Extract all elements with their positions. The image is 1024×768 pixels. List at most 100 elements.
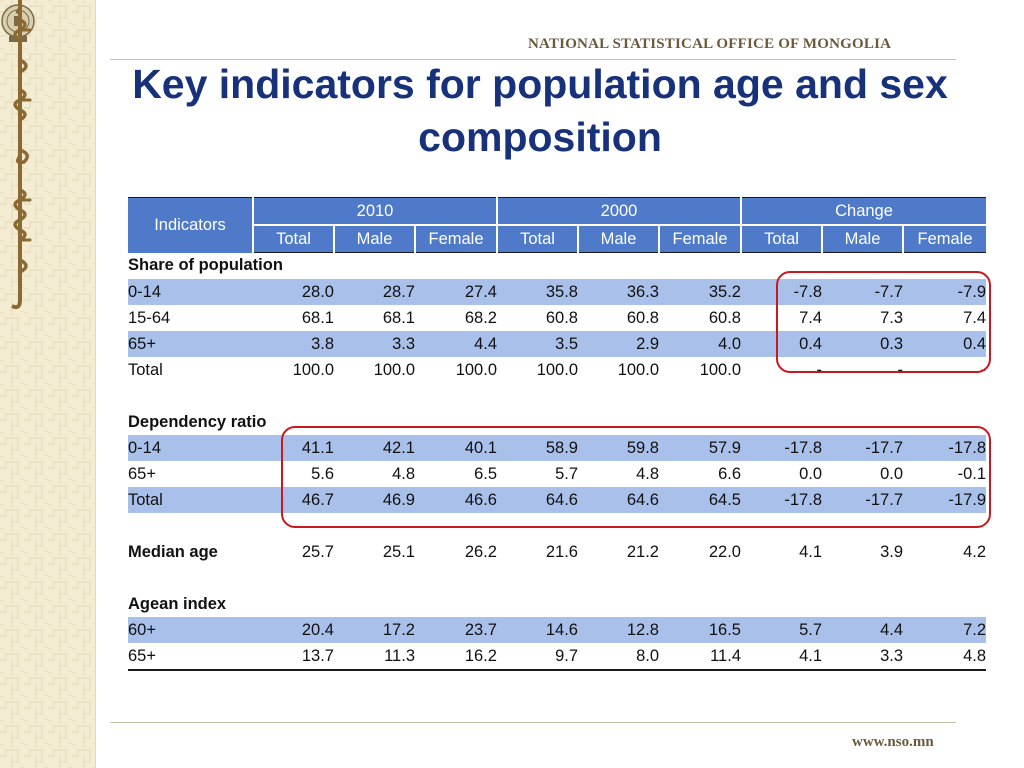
table-row: 0-14 28.0 28.7 27.4 35.8 36.3 35.2 -7.8 -7.7 -7.9 — [128, 279, 987, 305]
value-cell: 4.1 — [741, 643, 822, 671]
section-row: Median age 25.7 25.1 26.2 21.6 21.2 22.0 4.1 3.9… — [128, 539, 986, 565]
value-cell: 100.0 — [373, 360, 415, 379]
col-header: Total — [741, 224, 823, 253]
col-header: Female — [659, 224, 742, 253]
value-cell: 100.0 — [455, 360, 497, 379]
value-cell: - — [816, 360, 823, 379]
value-cell: 5.7 — [555, 464, 578, 483]
value-cell: 64.5 — [659, 487, 741, 513]
value-cell: 5.6 — [311, 464, 334, 483]
value-cell: 6.6 — [718, 464, 741, 483]
value-cell: 4.4 — [822, 617, 903, 643]
value-cell: 35.8 — [497, 279, 578, 305]
slide-title: Key indicators for population age and se… — [132, 61, 948, 160]
value-cell: 40.1 — [415, 435, 497, 461]
spacer-cell — [128, 565, 986, 591]
value-cell: -17.9 — [903, 487, 987, 513]
value-cell: 16.5 — [659, 617, 741, 643]
value-cell: 4.8 — [392, 464, 415, 483]
row-label: 60+ — [128, 617, 253, 643]
value-cell: 22.0 — [708, 542, 741, 561]
col-header: Total — [253, 224, 335, 253]
value-cell: 36.3 — [578, 279, 659, 305]
value-cell: 4.8 — [903, 643, 987, 671]
spacer-cell — [128, 383, 986, 409]
row-label: 65+ — [128, 464, 156, 483]
value-cell: 25.1 — [382, 542, 415, 561]
row-label: 0-14 — [128, 435, 253, 461]
value-cell: - — [897, 360, 904, 379]
value-cell: 25.7 — [301, 542, 334, 561]
value-cell: 64.6 — [578, 487, 659, 513]
value-cell: -17.8 — [903, 435, 987, 461]
value-cell: 26.2 — [464, 542, 497, 561]
value-cell: 35.2 — [659, 279, 741, 305]
footer-url: www.nso.mn — [852, 734, 934, 750]
row-label: Total — [128, 487, 253, 513]
table-row: Total 100.0 100.0 100.0 100.0 100.0 100.0- - - — [128, 357, 986, 383]
group-header-2010: 2010 — [253, 197, 498, 225]
value-cell: 2.9 — [578, 331, 659, 357]
section-title: Agean index — [128, 594, 227, 613]
value-cell: 46.6 — [415, 487, 497, 513]
highlight-box-change-share — [776, 271, 991, 373]
value-cell: 3.3 — [334, 331, 415, 357]
table-row: 0-14 41.1 42.1 40.1 58.9 59.8 57.9 -17.8 -17.7 -1… — [128, 435, 987, 461]
value-cell: 0.4 — [903, 331, 987, 357]
row-label: 65+ — [128, 331, 253, 357]
organization-name: NATIONAL STATISTICAL OFFICE OF MONGOLIA — [528, 36, 892, 52]
value-cell: 11.3 — [334, 643, 415, 671]
value-cell: 60.8 — [708, 308, 741, 327]
col-header: Male — [822, 224, 904, 253]
footer-rule — [110, 722, 956, 723]
value-cell: 21.6 — [545, 542, 578, 561]
value-cell: 8.0 — [578, 643, 659, 671]
header-rule — [110, 59, 956, 60]
value-cell: 23.7 — [415, 617, 497, 643]
value-cell: 46.7 — [253, 487, 334, 513]
row-label: Total — [128, 360, 163, 379]
value-cell: 68.1 — [301, 308, 334, 327]
value-cell: 64.6 — [497, 487, 578, 513]
value-cell: 7.2 — [903, 617, 987, 643]
section-title: Share of population — [128, 256, 283, 275]
value-cell: 4.8 — [636, 464, 659, 483]
row-label: 15-64 — [128, 308, 171, 327]
value-cell: -7.9 — [903, 279, 987, 305]
left-decorative-band — [0, 0, 96, 768]
value-cell: 4.1 — [799, 542, 822, 561]
section-title: Median age — [128, 542, 218, 561]
value-cell: 3.8 — [253, 331, 334, 357]
table-row: 65+ 13.7 11.3 16.2 9.7 8.0 11.4 4.1 3.3 4.8 — [128, 643, 987, 671]
value-cell: 14.6 — [497, 617, 578, 643]
value-cell: 20.4 — [253, 617, 334, 643]
value-cell: 3.3 — [822, 643, 903, 671]
value-cell: 9.7 — [497, 643, 578, 671]
value-cell: 0.4 — [741, 331, 822, 357]
section-title: Dependency ratio — [128, 412, 267, 431]
value-cell: 16.2 — [415, 643, 497, 671]
spacer-row — [128, 565, 986, 591]
col-header: Total — [497, 224, 579, 253]
value-cell: 4.4 — [415, 331, 497, 357]
table-row: 65+ 3.8 3.3 4.4 3.5 2.9 4.0 0.4 0.3 0.4 — [128, 331, 987, 357]
section-row: Agean index — [128, 591, 986, 617]
value-cell: 13.7 — [253, 643, 334, 671]
value-cell: 6.5 — [474, 464, 497, 483]
value-cell: -17.7 — [822, 487, 903, 513]
value-cell: 41.1 — [253, 435, 334, 461]
col-header: Female — [903, 224, 987, 253]
empty-cell — [253, 591, 986, 617]
value-cell: 0.0 — [880, 464, 903, 483]
group-header-change: Change — [741, 197, 987, 225]
value-cell: 46.9 — [334, 487, 415, 513]
value-cell: 60.8 — [626, 308, 659, 327]
col-header: Female — [415, 224, 498, 253]
value-cell: -7.7 — [822, 279, 903, 305]
col-header: Male — [334, 224, 416, 253]
value-cell: 60.8 — [545, 308, 578, 327]
value-cell: 100.0 — [536, 360, 578, 379]
indicators-header: Indicators — [128, 197, 254, 253]
row-label: 65+ — [128, 643, 253, 671]
value-cell: 12.8 — [578, 617, 659, 643]
